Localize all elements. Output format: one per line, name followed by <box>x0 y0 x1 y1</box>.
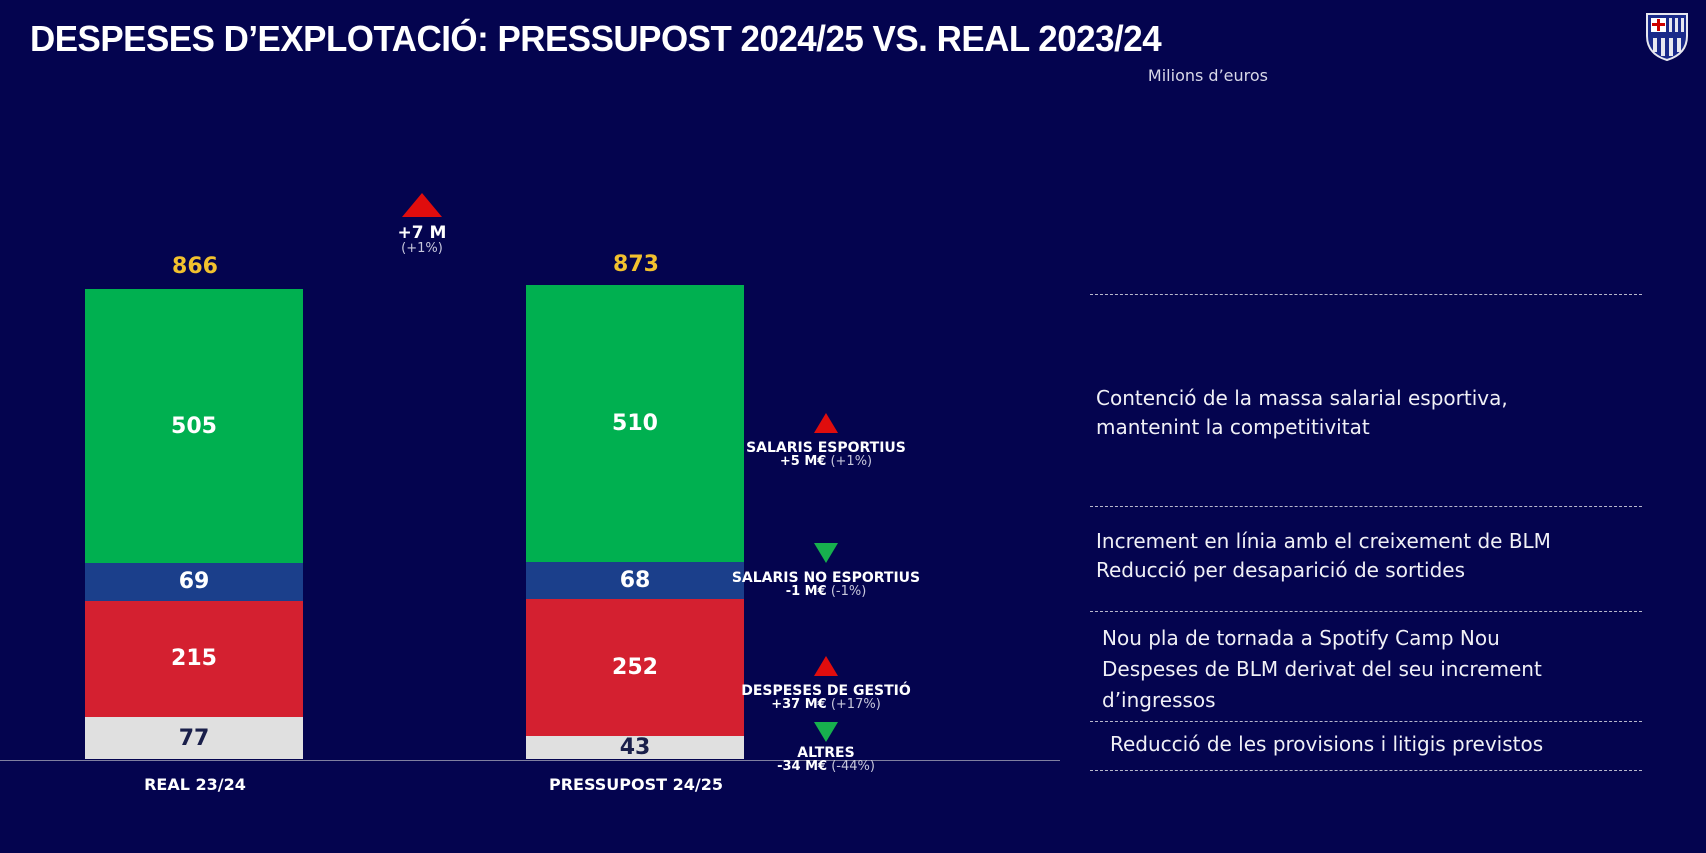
change-salaris-no-esportius: SALARIS NO ESPORTIUS -1 M€ (-1%) <box>726 543 926 599</box>
change-value: -34 M€ <box>777 759 828 774</box>
note-line: Despeses de BLM derivat del seu incremen… <box>1102 657 1542 681</box>
change-pct: (-44%) <box>831 759 875 774</box>
change-label: DESPESES DE GESTIÓ <box>741 683 911 699</box>
change-pct: (+17%) <box>830 697 881 712</box>
x-axis-line <box>0 760 1060 761</box>
change-label: SALARIS ESPORTIUS <box>746 440 906 456</box>
category-label-real: REAL 23/24 <box>144 775 246 794</box>
change-value: +37 M€ <box>771 697 827 712</box>
note-altres: Reducció de les provisions i litigis pre… <box>1110 730 1543 759</box>
note-despeses-gestio: Nou pla de tornada a Spotify Camp Nou Des… <box>1102 623 1542 716</box>
change-altres: ALTRES -34 M€ (-44%) <box>726 722 926 774</box>
divider <box>1090 294 1642 295</box>
change-value: +5 M€ <box>779 454 827 469</box>
bar-segment-despeses-gestio: 252 <box>526 598 744 736</box>
note-line: d’ingressos <box>1102 688 1216 712</box>
bar-segment-salaris-esportius: 510 <box>526 285 744 562</box>
page-title: DESPESES D’EXPLOTACIÓ: PRESSUPOST 2024/2… <box>30 18 1162 59</box>
arrow-up-icon <box>814 656 838 676</box>
divider <box>1090 721 1642 722</box>
bar-segment-despeses-gestio: 215 <box>85 600 303 718</box>
note-line: Reducció de les provisions i litigis pre… <box>1110 732 1544 756</box>
bar-segment-altres: 43 <box>526 734 744 760</box>
data-label: 77 <box>178 725 210 751</box>
change-pct: (-1%) <box>830 584 867 599</box>
change-label: ALTRES <box>797 745 855 761</box>
total-change-value: +7 M <box>397 223 447 243</box>
data-label: 69 <box>178 569 210 595</box>
note-line: mantenint la competitivitat <box>1096 415 1370 439</box>
data-label: 252 <box>612 654 658 680</box>
divider <box>1090 770 1642 771</box>
data-label: 43 <box>619 734 651 760</box>
note-salaris-no-esportius: Increment en línia amb el creixement de … <box>1096 527 1551 585</box>
arrow-up-icon <box>814 413 838 433</box>
divider <box>1090 611 1642 612</box>
note-line: Nou pla de tornada a Spotify Camp Nou <box>1102 626 1500 650</box>
data-label: 68 <box>619 567 651 593</box>
total-change-pct: (+1%) <box>401 241 443 256</box>
arrow-down-icon <box>814 543 838 563</box>
total-label-budget: 873 <box>613 252 659 277</box>
change-pct: (+1%) <box>830 454 873 469</box>
arrow-up-icon <box>402 193 442 217</box>
change-value: -1 M€ <box>785 584 827 599</box>
data-label: 505 <box>171 413 217 439</box>
arrow-down-icon <box>814 722 838 742</box>
club-crest-logo <box>1646 13 1688 62</box>
note-line: Increment en línia amb el creixement de … <box>1096 529 1551 553</box>
change-label: SALARIS NO ESPORTIUS <box>731 570 921 586</box>
data-label: 510 <box>612 411 658 437</box>
bar-segment-salaris-no-esportius: 69 <box>85 563 303 601</box>
bar-segment-salaris-esportius: 505 <box>85 289 303 564</box>
data-label: 215 <box>171 646 217 672</box>
note-line: Reducció per desaparició de sortides <box>1096 558 1466 582</box>
category-label-budget: PRESSUPOST 24/25 <box>548 775 723 794</box>
note-salaris-esportius: Contenció de la massa salarial esportiva… <box>1096 384 1508 442</box>
total-label-real: 866 <box>172 254 218 279</box>
divider <box>1090 506 1642 507</box>
change-despeses-gestio: DESPESES DE GESTIÓ +37 M€ (+17%) <box>726 656 926 712</box>
change-salaris-esportius: SALARIS ESPORTIUS +5 M€ (+1%) <box>726 413 926 469</box>
bar-segment-salaris-no-esportius: 68 <box>526 561 744 599</box>
units-label: Milions d’euros <box>1147 66 1268 85</box>
total-change: +7 M (+1%) <box>322 193 522 256</box>
note-line: Contenció de la massa salarial esportiva… <box>1096 386 1508 410</box>
bar-segment-altres: 77 <box>85 717 303 759</box>
